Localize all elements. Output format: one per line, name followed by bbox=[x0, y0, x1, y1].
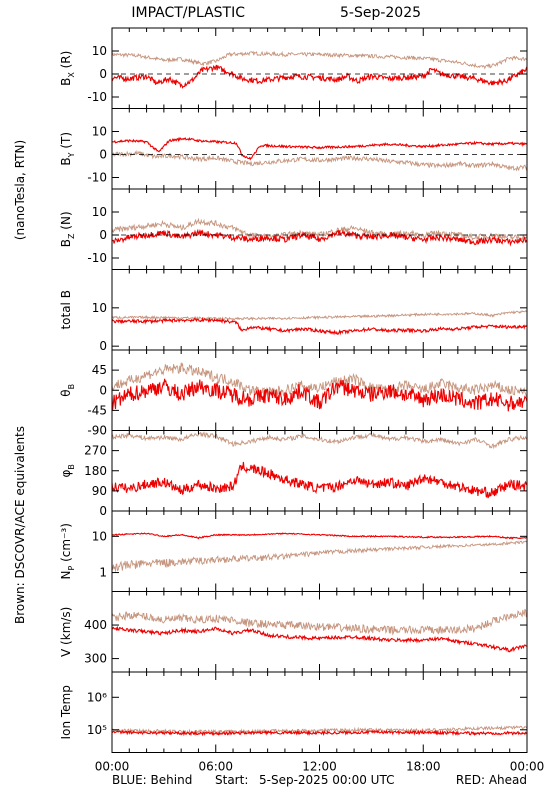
y-tick-label: -45 bbox=[87, 403, 107, 417]
panel-frame bbox=[111, 108, 528, 190]
y-axis-label-v: V (km/s) bbox=[59, 607, 73, 657]
x-tick-label: 06:00 bbox=[198, 760, 233, 774]
panel-by: 10 0 -10 BY (T) bbox=[59, 108, 528, 190]
series-phi-ahead bbox=[112, 461, 527, 499]
x-tick-label: 00:00 bbox=[510, 760, 545, 774]
series-theta-equivalent bbox=[112, 362, 527, 398]
y-axis-label-bt: total B bbox=[59, 290, 73, 330]
series-np-ahead bbox=[112, 532, 527, 540]
y-tick-label: 0 bbox=[99, 339, 107, 353]
y-tick-label: -10 bbox=[87, 171, 107, 185]
y-tick-label: -10 bbox=[87, 251, 107, 265]
y-axis-label-bx: BX (R) bbox=[59, 51, 76, 86]
series-v-equivalent bbox=[112, 608, 527, 636]
y-tick-label: -10 bbox=[87, 90, 107, 104]
series-by-equivalent bbox=[112, 149, 527, 172]
y-axis-label-np: NP (cm⁻³) bbox=[59, 523, 76, 579]
series-by-ahead bbox=[112, 136, 527, 161]
series-bx-ahead bbox=[112, 64, 527, 89]
y-tick-label: -90 bbox=[87, 424, 107, 438]
y-tick-label: 10 bbox=[92, 125, 107, 139]
y-tick-label: 45 bbox=[92, 363, 107, 377]
chart-title: IMPACT/PLASTIC bbox=[131, 5, 245, 21]
footer-behind-label: BLUE: Behind bbox=[112, 773, 192, 787]
series-np-equivalent bbox=[112, 540, 527, 572]
series-bz-ahead bbox=[112, 228, 527, 247]
panel-frame bbox=[111, 27, 528, 109]
x-tick-label: 12:00 bbox=[302, 760, 337, 774]
footer-ahead-label: RED: Ahead bbox=[456, 773, 527, 787]
y-tick-label: 270 bbox=[84, 444, 107, 458]
y-tick-label: 0 bbox=[99, 148, 107, 162]
y-tick-label: 0 bbox=[99, 67, 107, 81]
y-axis-label-theta: θB bbox=[59, 384, 76, 397]
panel-bz: 10 0 -10 BZ (N) bbox=[59, 188, 528, 270]
panel-v: 400 300 V (km/s) bbox=[59, 591, 528, 673]
y-tick-label: 10 bbox=[92, 301, 107, 315]
panel-bx: 10 0 -10 BX (R) bbox=[59, 27, 528, 109]
chart-date: 5-Sep-2025 bbox=[340, 5, 421, 21]
panel-frame bbox=[111, 188, 528, 270]
panel-frame bbox=[111, 269, 528, 351]
x-axis: 00:00 06:00 12:00 18:00 00:00 bbox=[95, 760, 545, 774]
panel-frame bbox=[111, 671, 528, 753]
y-tick-label: 0 bbox=[99, 504, 107, 518]
series-bx-equivalent bbox=[112, 50, 527, 70]
panel-bt: 10 0 total B bbox=[59, 269, 528, 353]
units-side-label: (nanoTesla, RTN) bbox=[13, 140, 27, 240]
panel-np: 10 1 NP (cm⁻³) bbox=[59, 510, 528, 592]
y-tick-label: 10⁶ bbox=[87, 690, 107, 704]
footer-start-value: 5-Sep-2025 00:00 UTC bbox=[259, 773, 394, 787]
series-temp-ahead bbox=[112, 729, 527, 737]
series-theta-ahead bbox=[112, 378, 527, 412]
y-axis-label-temp: Ion Temp bbox=[59, 685, 73, 739]
panel-theta: 45 0 -45 -90 θB bbox=[59, 349, 528, 438]
y-tick-label: 180 bbox=[84, 464, 107, 478]
x-tick-label: 18:00 bbox=[406, 760, 441, 774]
panel-phi: 270 180 90 0 φB bbox=[59, 430, 528, 518]
y-axis-label-by: BY (T) bbox=[59, 132, 76, 166]
y-tick-label: 300 bbox=[84, 652, 107, 666]
y-tick-label: 1 bbox=[99, 566, 107, 580]
panel-temp: 10⁶ 10⁵ Ion Temp bbox=[59, 671, 528, 753]
x-tick-label: 00:00 bbox=[95, 760, 130, 774]
y-tick-label: 10⁵ bbox=[87, 723, 107, 737]
y-tick-label: 0 bbox=[99, 228, 107, 242]
series-phi-equivalent bbox=[112, 431, 527, 450]
series-v-ahead bbox=[112, 625, 527, 653]
y-tick-label: 0 bbox=[99, 383, 107, 397]
y-axis-label-phi: φB bbox=[59, 464, 76, 477]
y-tick-label: 90 bbox=[92, 484, 107, 498]
equivalents-side-label: Brown: DSCOVR/ACE equivalents bbox=[13, 426, 27, 624]
y-tick-label: 10 bbox=[92, 529, 107, 543]
y-axis-label-bz: BZ (N) bbox=[59, 211, 76, 247]
series-bt-equivalent bbox=[112, 310, 527, 322]
footer-start-label: Start: bbox=[215, 773, 248, 787]
series-bt-ahead bbox=[112, 316, 527, 336]
series-bz-equivalent bbox=[112, 217, 527, 242]
y-tick-label: 10 bbox=[92, 44, 107, 58]
y-tick-label: 400 bbox=[84, 618, 107, 632]
y-tick-label: 10 bbox=[92, 205, 107, 219]
